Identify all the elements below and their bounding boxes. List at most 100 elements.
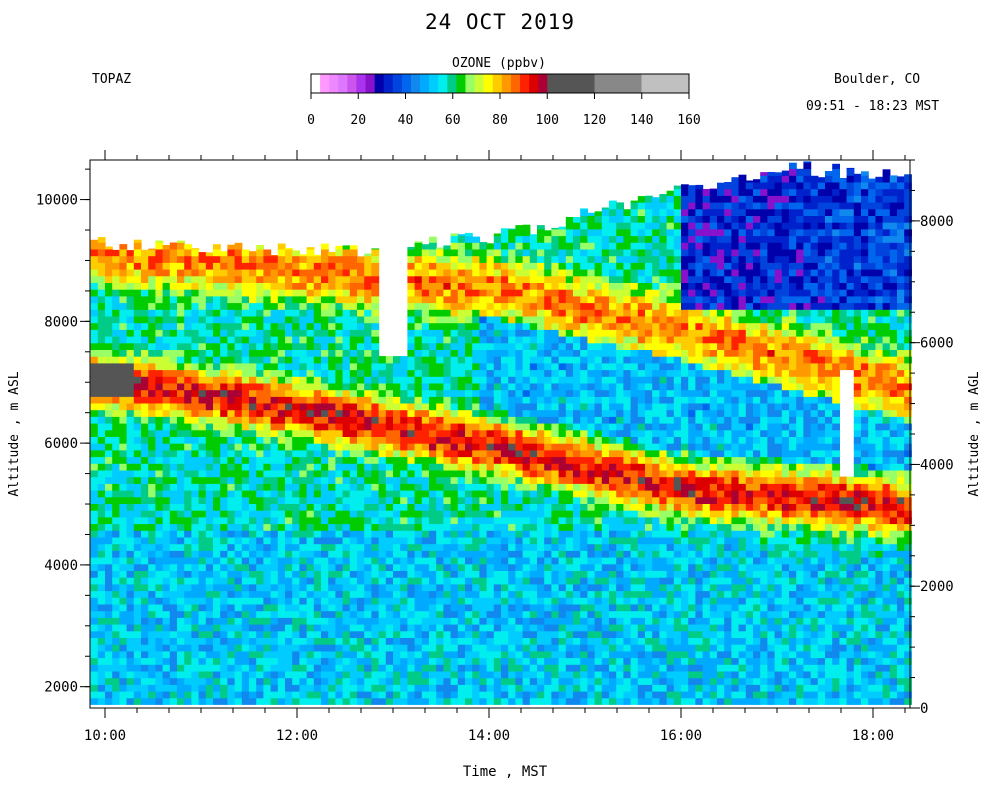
heatmap-cell bbox=[551, 691, 560, 699]
heatmap-cell bbox=[335, 664, 344, 672]
heatmap-cell bbox=[119, 322, 128, 330]
heatmap-cell bbox=[112, 295, 120, 304]
heatmap-cell bbox=[313, 677, 322, 685]
heatmap-cell bbox=[321, 463, 329, 471]
heatmap-cell bbox=[119, 349, 128, 357]
heatmap-cell bbox=[249, 302, 257, 310]
heatmap-cell bbox=[191, 503, 200, 511]
heatmap-cell bbox=[436, 247, 444, 250]
heatmap-cell bbox=[565, 550, 574, 558]
heatmap-cell bbox=[407, 436, 416, 444]
heatmap-cell bbox=[213, 557, 221, 565]
heatmap-cell bbox=[313, 516, 322, 525]
heatmap-cell bbox=[472, 563, 480, 571]
heatmap-cell bbox=[565, 396, 574, 404]
heatmap-cell bbox=[141, 416, 149, 424]
heatmap-cell bbox=[364, 389, 372, 397]
heatmap-cell bbox=[126, 516, 135, 525]
heatmap-cell bbox=[486, 449, 495, 458]
heatmap-cell bbox=[357, 463, 365, 471]
heatmap-cell bbox=[349, 302, 358, 310]
heatmap-cell bbox=[443, 402, 452, 411]
heatmap-cell bbox=[493, 262, 502, 270]
heatmap-cell bbox=[256, 282, 264, 290]
heatmap-cell bbox=[263, 550, 272, 558]
heatmap-cell bbox=[270, 295, 279, 304]
heatmap-cell bbox=[493, 650, 502, 659]
heatmap-cell bbox=[551, 302, 560, 310]
heatmap-cell bbox=[357, 456, 365, 464]
heatmap-cell bbox=[177, 637, 185, 645]
heatmap-cell bbox=[378, 570, 387, 578]
heatmap-cell bbox=[537, 429, 545, 437]
heatmap-cell bbox=[508, 356, 516, 364]
heatmap-cell bbox=[407, 490, 416, 498]
heatmap-cell bbox=[385, 570, 394, 578]
heatmap-cell bbox=[378, 503, 387, 511]
heatmap-cell bbox=[457, 644, 466, 652]
heatmap-cell bbox=[601, 637, 610, 645]
heatmap-cell bbox=[105, 523, 113, 531]
heatmap-cell bbox=[479, 436, 488, 444]
heatmap-cell bbox=[162, 670, 171, 679]
heatmap-cell bbox=[501, 510, 509, 518]
heatmap-cell bbox=[393, 563, 401, 571]
heatmap-cell bbox=[256, 402, 264, 411]
heatmap-cell bbox=[169, 429, 178, 437]
heatmap-cell bbox=[285, 637, 293, 645]
heatmap-cell bbox=[558, 617, 567, 625]
heatmap-cell bbox=[126, 503, 135, 511]
heatmap-cell bbox=[277, 329, 286, 337]
heatmap-cell bbox=[148, 402, 156, 411]
heatmap-cell bbox=[249, 402, 257, 411]
heatmap-cell bbox=[97, 322, 106, 330]
heatmap-cell bbox=[90, 644, 99, 652]
heatmap-cell bbox=[515, 523, 524, 531]
heatmap-cell bbox=[457, 356, 466, 364]
heatmap-cell bbox=[299, 362, 308, 371]
heatmap-cell bbox=[443, 483, 452, 491]
heatmap-cell bbox=[479, 376, 488, 384]
heatmap-cell bbox=[198, 443, 207, 451]
heatmap-cell bbox=[407, 677, 416, 685]
heatmap-cell bbox=[580, 423, 588, 431]
heatmap-cell bbox=[263, 396, 272, 404]
heatmap-cell bbox=[429, 295, 437, 304]
heatmap-cell bbox=[472, 670, 480, 679]
heatmap-cell bbox=[234, 369, 243, 377]
heatmap-cell bbox=[162, 624, 171, 632]
heatmap-cell bbox=[292, 510, 300, 518]
heatmap-cell bbox=[450, 617, 459, 625]
heatmap-cell bbox=[508, 302, 516, 310]
heatmap-cell bbox=[227, 583, 236, 592]
heatmap-cell bbox=[429, 603, 437, 612]
heatmap-cell bbox=[486, 657, 495, 665]
heatmap-cell bbox=[184, 463, 192, 471]
heatmap-cell bbox=[349, 691, 358, 699]
heatmap-cell bbox=[486, 563, 495, 571]
heatmap-cell bbox=[429, 624, 437, 632]
heatmap-cell bbox=[357, 449, 365, 458]
heatmap-cell bbox=[277, 476, 286, 484]
heatmap-cell bbox=[371, 624, 380, 632]
heatmap-cell bbox=[270, 309, 279, 317]
heatmap-cell bbox=[587, 590, 596, 598]
heatmap-cell bbox=[508, 463, 516, 471]
heatmap-cell bbox=[249, 516, 257, 525]
heatmap-cell bbox=[486, 670, 495, 679]
heatmap-cell bbox=[378, 436, 387, 444]
heatmap-cell bbox=[601, 315, 610, 324]
heatmap-cell bbox=[551, 262, 560, 270]
heatmap-cell bbox=[148, 503, 156, 511]
heatmap-cell bbox=[263, 624, 272, 632]
heatmap-cell bbox=[378, 382, 387, 391]
heatmap-cell bbox=[249, 644, 257, 652]
heatmap-cell bbox=[313, 476, 322, 484]
heatmap-cell bbox=[321, 476, 329, 484]
heatmap-cell bbox=[529, 510, 538, 518]
heatmap-cell bbox=[234, 590, 243, 598]
heatmap-cell bbox=[515, 516, 524, 525]
heatmap-cell bbox=[349, 670, 358, 679]
heatmap-cell bbox=[364, 691, 372, 699]
heatmap-cell bbox=[529, 322, 538, 330]
